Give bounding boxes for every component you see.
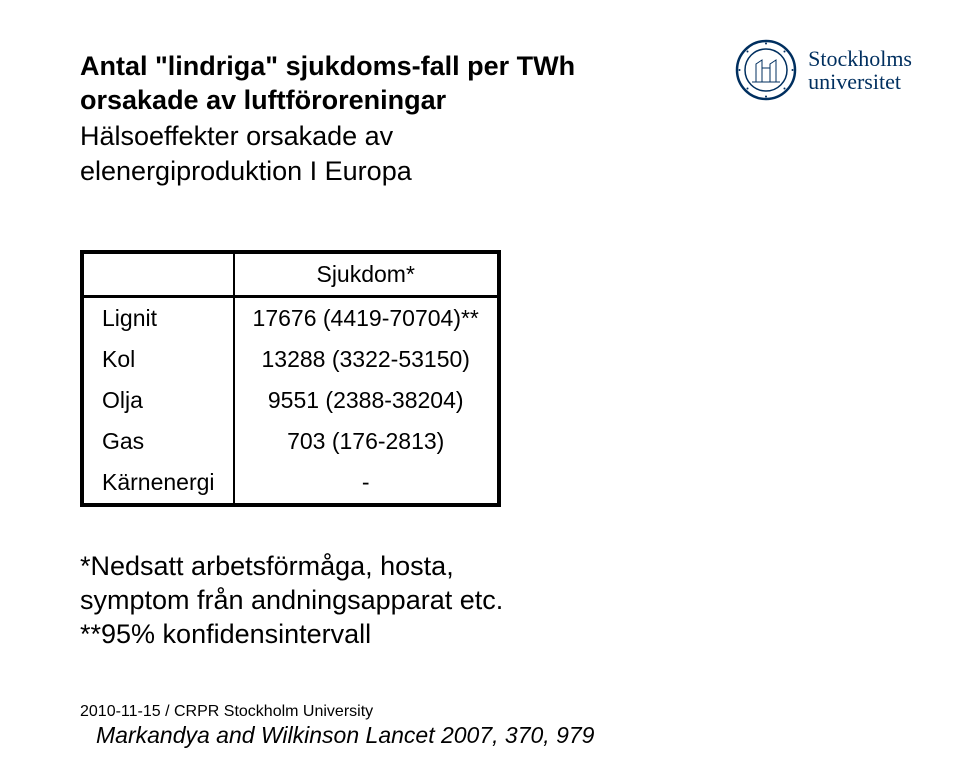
row-value: 13288 (3322-53150) [234, 339, 499, 380]
data-table-wrap: Sjukdom* Lignit 17676 (4419-70704)** Kol… [80, 250, 501, 507]
row-label: Olja [82, 380, 234, 421]
brand-logo: Stockholms universitet [734, 38, 912, 102]
table-row: Olja 9551 (2388-38204) [82, 380, 499, 421]
brand-text-line-1: Stockholms [808, 47, 912, 70]
table-row: Gas 703 (176-2813) [82, 421, 499, 462]
row-value: 703 (176-2813) [234, 421, 499, 462]
footer-org: CRPR Stockholm University [174, 703, 373, 720]
footer-date: 2010-11-15 [80, 703, 161, 720]
title-block: Antal "lindriga" sjukdoms-fall per TWh o… [80, 50, 640, 189]
table-row: Kärnenergi - [82, 462, 499, 505]
table-row: Lignit 17676 (4419-70704)** [82, 297, 499, 340]
table-header-blank [82, 252, 234, 297]
row-label: Kol [82, 339, 234, 380]
footnote-line: **95% konfidensintervall [80, 618, 640, 652]
row-value: 9551 (2388-38204) [234, 380, 499, 421]
subtitle-line-1: Hälsoeffekter orsakade av [80, 120, 640, 154]
brand-text-line-2: universitet [808, 70, 912, 93]
footer-sep: / [161, 703, 174, 720]
citation: Markandya and Wilkinson Lancet 2007, 370… [96, 722, 594, 749]
row-label: Kärnenergi [82, 462, 234, 505]
row-label: Lignit [82, 297, 234, 340]
title-line-2: orsakade av luftföroreningar [80, 84, 640, 118]
data-table: Sjukdom* Lignit 17676 (4419-70704)** Kol… [80, 250, 501, 507]
footnote-line: symptom från andningsapparat etc. [80, 584, 640, 618]
title-line-1: Antal "lindriga" sjukdoms-fall per TWh [80, 50, 640, 84]
row-label: Gas [82, 421, 234, 462]
row-value: 17676 (4419-70704)** [234, 297, 499, 340]
footnote-line: *Nedsatt arbetsförmåga, hosta, [80, 550, 640, 584]
footnotes: *Nedsatt arbetsförmåga, hosta, symptom f… [80, 550, 640, 651]
brand-text: Stockholms universitet [808, 47, 912, 93]
subtitle-line-2: elenergiproduktion I Europa [80, 155, 640, 189]
table-header-row: Sjukdom* [82, 252, 499, 297]
table-header-value: Sjukdom* [234, 252, 499, 297]
row-value: - [234, 462, 499, 505]
footer: 2010-11-15 / CRPR Stockholm University [80, 703, 373, 721]
university-seal-icon [734, 38, 798, 102]
table-row: Kol 13288 (3322-53150) [82, 339, 499, 380]
